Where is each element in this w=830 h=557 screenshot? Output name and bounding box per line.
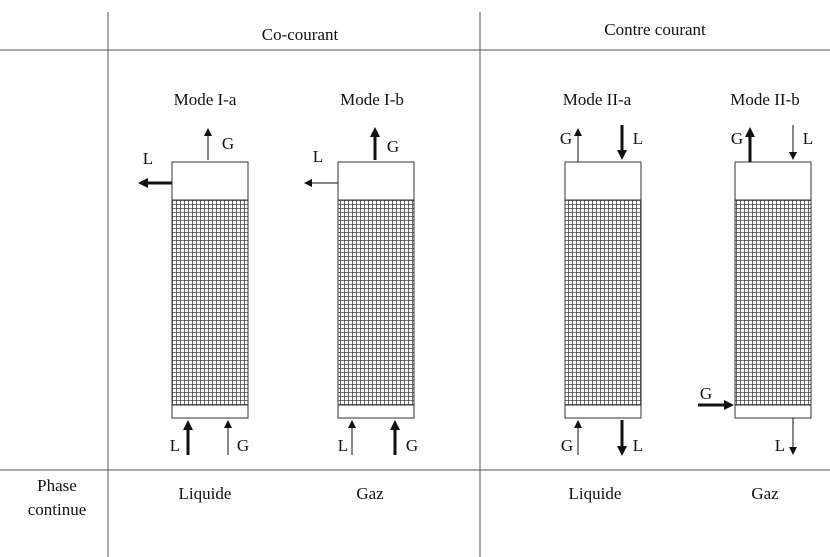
arrow-head xyxy=(789,447,797,455)
column-top xyxy=(564,161,642,201)
arrow-head xyxy=(724,400,734,410)
arrow-head xyxy=(574,128,582,136)
arrow-head xyxy=(789,152,797,160)
arrow-head xyxy=(574,420,582,428)
header-cell: Contre courant xyxy=(604,20,706,39)
flow-label: G xyxy=(406,436,418,455)
arrow-head xyxy=(304,179,312,187)
packed-bed xyxy=(171,199,249,406)
arrow-head xyxy=(204,128,212,136)
flow-label: G xyxy=(731,129,743,148)
flow-label: L xyxy=(775,436,785,455)
flow-label: L xyxy=(143,149,153,168)
flow-label: L xyxy=(170,436,180,455)
arrow-head xyxy=(617,446,627,456)
row-label: continue xyxy=(28,500,87,519)
arrow-head xyxy=(183,420,193,430)
flow-label: L xyxy=(803,129,813,148)
arrow-head xyxy=(745,127,755,137)
arrow-head xyxy=(138,178,148,188)
column-top xyxy=(337,161,415,201)
flow-label: L xyxy=(633,436,643,455)
flow-label: G xyxy=(387,137,399,156)
mode-title: Mode I-a xyxy=(174,90,237,109)
mode-title: Mode I-b xyxy=(340,90,404,109)
row-label: Phase xyxy=(37,476,77,495)
footer-cell: Gaz xyxy=(356,484,384,503)
arrow-head xyxy=(390,420,400,430)
flow-label: G xyxy=(237,436,249,455)
packed-bed xyxy=(337,199,415,406)
arrow-head xyxy=(617,150,627,160)
column-bottom xyxy=(171,404,249,419)
flow-label: G xyxy=(560,129,572,148)
flow-label: L xyxy=(338,436,348,455)
column-bottom xyxy=(564,404,642,419)
arrow-head xyxy=(370,127,380,137)
column-bottom xyxy=(734,404,812,419)
packed-bed xyxy=(734,199,812,406)
footer-cell: Liquide xyxy=(569,484,622,503)
flow-label: G xyxy=(561,436,573,455)
column-top xyxy=(734,161,812,201)
flow-label: L xyxy=(313,147,323,166)
footer-cell: Liquide xyxy=(179,484,232,503)
arrow-head xyxy=(348,420,356,428)
flow-label: L xyxy=(633,129,643,148)
packed-bed xyxy=(564,199,642,406)
footer-cell: Gaz xyxy=(751,484,779,503)
column-top xyxy=(171,161,249,201)
arrow-head xyxy=(224,420,232,428)
column-bottom xyxy=(337,404,415,419)
mode-title: Mode II-a xyxy=(563,90,632,109)
flow-label: G xyxy=(222,134,234,153)
table-lines xyxy=(0,12,830,557)
header-cell: Co-courant xyxy=(262,25,339,44)
mode-title: Mode II-b xyxy=(730,90,799,109)
flow-label: G xyxy=(700,384,712,403)
